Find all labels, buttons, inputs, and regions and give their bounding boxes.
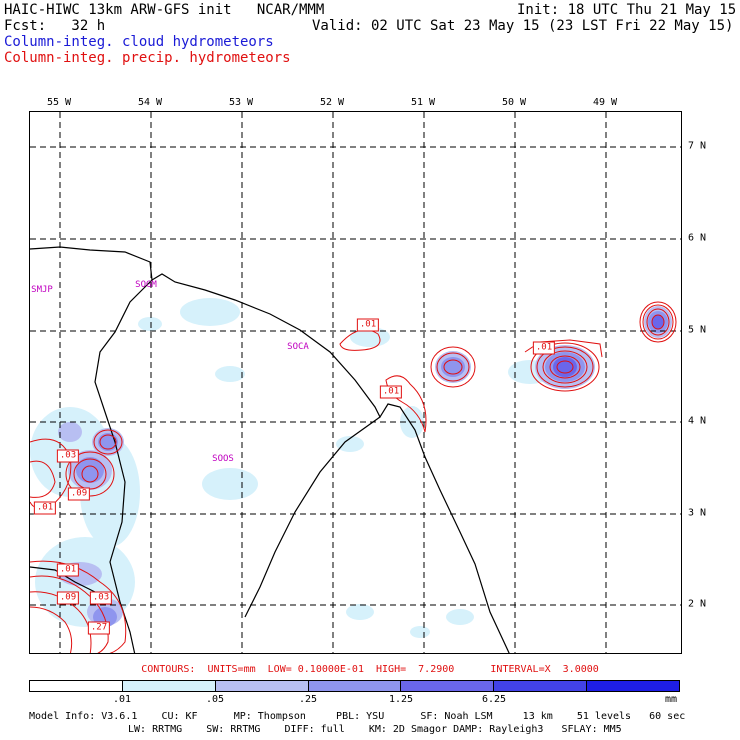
contour-label: .03 <box>56 449 80 463</box>
site-label-soos: SOOS <box>212 454 234 464</box>
lat-label-3n: 3 N <box>688 507 707 519</box>
color-bar-tick: 6.25 <box>481 694 507 705</box>
color-bar-segment <box>122 681 216 691</box>
map-plot-area: SMJP SOGM SOCA SOOS .01 .01 .01 .03 .09 … <box>29 111 682 654</box>
color-bar-tick: .05 <box>205 694 225 705</box>
color-bar-segment <box>587 681 680 691</box>
color-bar-segment <box>30 681 123 691</box>
lon-label-50w: 50 W <box>501 97 527 108</box>
color-bar-segment <box>494 681 588 691</box>
lon-label-49w: 49 W <box>592 97 618 108</box>
contour-label: .09 <box>56 591 80 605</box>
cloud-shading-intense <box>553 315 664 377</box>
lon-label-53w: 53 W <box>228 97 254 108</box>
contour-label: .01 <box>356 318 380 332</box>
color-bar-segment <box>308 681 402 691</box>
lat-label-5n: 5 N <box>688 324 707 336</box>
lon-label-55w: 55 W <box>46 97 72 108</box>
contour-label: .27 <box>87 621 111 635</box>
model-info-line-1: Model Info: V3.6.1 CU: KF MP: Thompson P… <box>29 711 686 722</box>
color-bar-tick: .25 <box>298 694 318 705</box>
contour-label: .01 <box>379 385 403 399</box>
legend-precip-hydrometeors: Column-integ. precip. hydrometeors <box>4 50 291 66</box>
contour-info: CONTOURS: UNITS=mm LOW= 0.10000E-01 HIGH… <box>141 664 599 675</box>
site-label-soca: SOCA <box>287 342 309 352</box>
cloud-shading-strong <box>76 311 668 627</box>
site-label-sogm: SOGM <box>135 280 157 290</box>
contour-label: .01 <box>532 341 556 355</box>
lat-label-7n: 7 N <box>688 140 707 152</box>
color-bar-units: mm <box>665 694 678 705</box>
lon-label-52w: 52 W <box>319 97 345 108</box>
forecast-hour: Fcst: 32 h <box>4 18 106 34</box>
color-bar-tick: .01 <box>112 694 132 705</box>
lat-label-4n: 4 N <box>688 415 707 427</box>
lat-label-2n: 2 N <box>688 598 707 610</box>
color-bar-tick: 1.25 <box>388 694 414 705</box>
color-bar-segment <box>401 681 495 691</box>
valid-time: Valid: 02 UTC Sat 23 May 15 (23 LST Fri … <box>312 18 734 34</box>
legend-cloud-hydrometeors: Column-integ. cloud hydrometeors <box>4 34 274 50</box>
model-info-line-2: LW: RRTMG SW: RRTMG DIFF: full KM: 2D Sm… <box>128 724 622 735</box>
lat-label-6n: 6 N <box>688 232 707 244</box>
init-time: Init: 18 UTC Thu 21 May 15 <box>517 2 737 18</box>
color-bar <box>29 680 680 692</box>
lon-label-51w: 51 W <box>410 97 436 108</box>
site-label-smjp: SMJP <box>31 285 53 295</box>
lon-label-54w: 54 W <box>137 97 163 108</box>
cloud-shading-medium <box>58 306 672 626</box>
contour-label: .01 <box>56 563 80 577</box>
map-title: HAIC-HIWC 13km ARW-GFS init NCAR/MMM <box>4 2 325 18</box>
color-bar-segment <box>215 681 309 691</box>
contour-label: .03 <box>89 591 113 605</box>
contour-label: .09 <box>67 487 91 501</box>
map-canvas <box>30 112 681 653</box>
contour-label: .01 <box>33 501 57 515</box>
